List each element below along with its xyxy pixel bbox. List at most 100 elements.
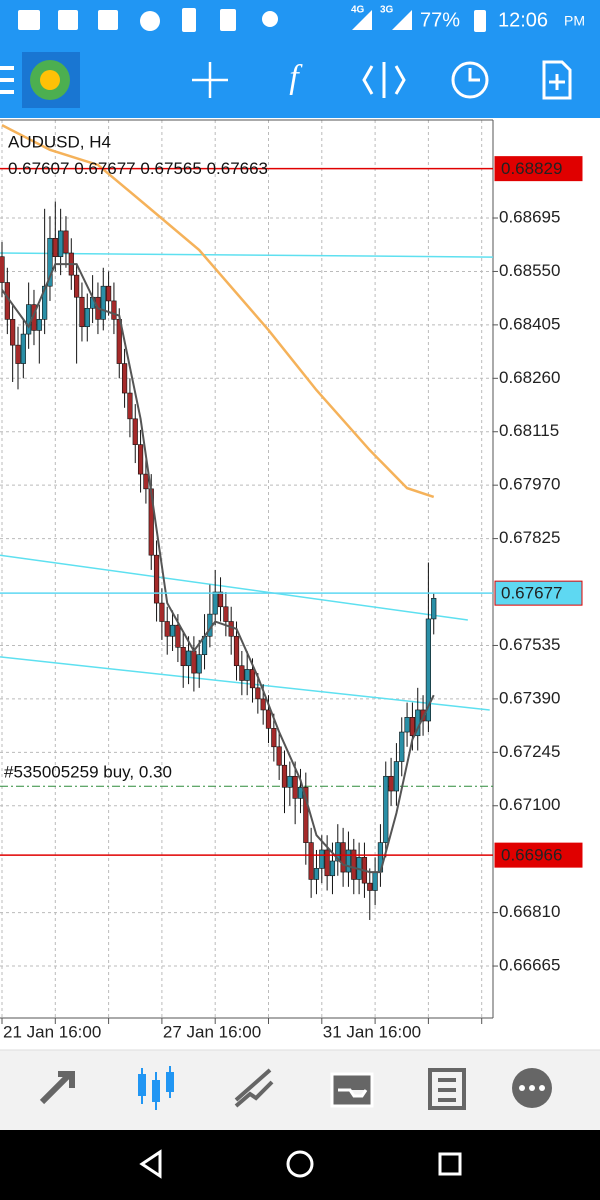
candle-body: [265, 709, 272, 729]
app-logo[interactable]: [22, 52, 80, 108]
plot-area: [0, 120, 493, 1018]
candle-body: [351, 849, 357, 880]
candle-body: [313, 868, 320, 880]
moving-average: [1, 124, 435, 499]
network-label: 4G: [351, 5, 365, 16]
candle-body: [303, 787, 309, 843]
candle-body: [0, 256, 5, 283]
y-tick-label: 0.68260: [499, 368, 560, 387]
candle-body: [132, 418, 138, 445]
candle-body: [404, 717, 410, 733]
candle-body: [100, 285, 106, 320]
candle-body: [399, 731, 405, 762]
chart-title: AUDUSD, H4: [8, 132, 111, 151]
candle-body: [175, 624, 181, 648]
price-label-box: [494, 580, 583, 606]
candle-body: [425, 618, 432, 722]
y-tick-label: 0.68405: [499, 314, 560, 333]
candle-body: [63, 230, 69, 254]
candle-body: [228, 621, 234, 637]
y-tick-label: 0.68115: [499, 421, 559, 440]
price-label: 0.68829: [501, 159, 562, 178]
open-value: 0.67607: [8, 159, 69, 178]
x-tick-label: 21 Jan 16:00: [3, 1022, 101, 1041]
y-tick-label: 0.67825: [499, 528, 560, 547]
low-value: 0.67565: [140, 159, 201, 178]
candle-body: [292, 775, 298, 799]
candle-body: [388, 775, 394, 792]
history-tab[interactable]: [330, 1072, 374, 1108]
candle-body: [287, 775, 293, 788]
y-tick-label: 0.68550: [499, 261, 560, 280]
chat-tab[interactable]: [512, 1068, 552, 1108]
candle-body: [340, 842, 346, 873]
new-order-button[interactable]: [542, 60, 572, 100]
y-tick-label: 0.67970: [499, 475, 560, 494]
high-value: 0.67677: [74, 159, 135, 178]
quotes-tab[interactable]: [39, 1071, 75, 1105]
candle-body: [74, 274, 80, 298]
toolbar: [0, 40, 600, 118]
candle-body: [297, 787, 304, 799]
back-button[interactable]: [139, 1149, 162, 1179]
order-label: #535005259 buy, 0.30: [4, 763, 172, 782]
candle-body: [281, 764, 288, 788]
menu-button[interactable]: [0, 66, 14, 94]
candle-body: [185, 650, 192, 667]
price-label-box: [494, 156, 583, 182]
ohlc-readout: 0.67607 0.67677 0.67565 0.67663: [8, 159, 268, 178]
candle-body: [308, 842, 314, 880]
y-tick-label: 0.66665: [499, 956, 560, 975]
candle-body: [47, 237, 53, 287]
candle-body: [249, 669, 256, 689]
candle-body: [383, 775, 389, 843]
candle-body: [329, 860, 336, 877]
news-tab[interactable]: [428, 1068, 466, 1110]
candle-body: [239, 665, 245, 681]
candle-body: [26, 304, 32, 335]
candle-body: [255, 687, 261, 700]
candle-body: [233, 635, 240, 667]
battery-level: 77%: [420, 9, 460, 31]
chart-tab[interactable]: [138, 1066, 174, 1110]
candle-body: [58, 230, 64, 258]
candle-body: [212, 591, 218, 615]
period-button[interactable]: [451, 61, 489, 99]
y-tick-label: 0.67100: [499, 795, 560, 814]
y-tick-label: 0.67390: [499, 688, 560, 707]
candle-body: [409, 717, 416, 737]
y-tick-label: 0.66810: [499, 902, 560, 921]
chart: 0.68695 0.68550 0.68405 0.68260 0.68115 0.679…: [0, 119, 583, 1041]
system-nav: [0, 1130, 600, 1200]
candle-body: [244, 669, 250, 681]
candle-body: [271, 728, 277, 748]
candle-body: [137, 444, 144, 475]
trade-tab[interactable]: [234, 1068, 274, 1108]
y-tick-label: 0.67245: [499, 742, 560, 761]
candle-body: [431, 597, 437, 620]
close-value: 0.67663: [207, 159, 268, 178]
candle-body: [260, 698, 266, 711]
network-label: 3G: [380, 5, 394, 16]
candle-body: [196, 654, 202, 674]
trendline: [0, 252, 494, 258]
candle-body: [223, 606, 229, 622]
x-tick-label: 31 Jan 16:00: [323, 1022, 421, 1041]
candle-body: [276, 746, 282, 766]
status-icons: [18, 8, 486, 32]
price-label-box: [494, 842, 583, 868]
y-tick-label: 0.68695: [499, 208, 560, 227]
candle-body: [20, 333, 26, 364]
candle-body: [84, 307, 90, 328]
trade-button[interactable]: [362, 62, 406, 98]
x-tick-label: 27 Jan 16:00: [163, 1022, 261, 1041]
home-button[interactable]: [286, 1150, 314, 1178]
candle-body: [345, 849, 352, 873]
moving-average: [1, 263, 435, 874]
crosshair-button[interactable]: [192, 62, 228, 98]
trendline: [0, 656, 490, 711]
candle-body: [335, 842, 341, 862]
recents-button[interactable]: [438, 1152, 462, 1176]
candle-body: [164, 621, 170, 637]
